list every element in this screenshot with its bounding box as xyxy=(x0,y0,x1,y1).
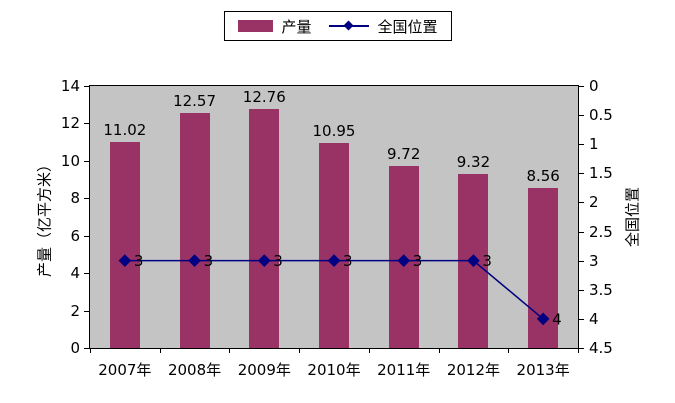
bar-value-label: 9.72 xyxy=(387,145,421,164)
bar xyxy=(109,141,140,348)
bar-value-label: 8.56 xyxy=(526,166,560,185)
line-point-marker xyxy=(188,254,201,268)
bar xyxy=(179,112,210,348)
left-axis-tick xyxy=(84,86,89,87)
right-axis-tick-label: 0.5 xyxy=(589,106,613,125)
diamond-marker-icon xyxy=(343,20,353,31)
right-axis-tick-label: 1.5 xyxy=(589,164,613,183)
line-point-label: 3 xyxy=(204,252,214,270)
x-axis-tick xyxy=(229,349,231,353)
right-axis-tick xyxy=(579,173,584,175)
line-point-marker xyxy=(327,254,341,268)
right-axis-tick xyxy=(579,231,584,233)
left-axis-tick-label: 10 xyxy=(60,151,80,170)
x-axis-category-label: 2009年 xyxy=(237,361,291,379)
right-axis-tick xyxy=(579,348,584,349)
left-axis-tick-label: 14 xyxy=(60,77,80,95)
right-axis-tick xyxy=(579,289,584,291)
bar-value-label: 12.76 xyxy=(242,88,286,107)
line-point-label: 4 xyxy=(552,310,562,328)
right-axis-tick xyxy=(579,144,584,146)
right-axis-tick-label: 3 xyxy=(589,251,599,270)
left-axis-tick xyxy=(84,310,89,312)
line-point-marker xyxy=(397,254,411,268)
x-axis-category-label: 2011年 xyxy=(377,361,431,379)
line-point-marker xyxy=(257,254,271,268)
right-axis-tick-label: 3.5 xyxy=(589,280,613,299)
line-point-label: 3 xyxy=(343,252,353,270)
left-axis-tick-label: 0 xyxy=(70,339,80,357)
x-axis-category-label: 2013年 xyxy=(516,361,570,379)
x-axis-category-label: 2010年 xyxy=(307,361,361,379)
left-axis-tick xyxy=(84,123,89,125)
left-axis-tick xyxy=(84,348,89,349)
bar-value-label: 9.32 xyxy=(456,152,491,171)
line-point-marker xyxy=(536,312,550,326)
legend: 产量 全国位置 xyxy=(223,11,452,41)
line-point-label: 3 xyxy=(413,252,423,270)
x-axis-category-label: 2007年 xyxy=(98,361,152,379)
right-axis-tick-label: 4 xyxy=(589,309,599,328)
left-axis-tick-label: 8 xyxy=(70,189,80,208)
line-point-label: 3 xyxy=(482,252,492,270)
left-axis-tick-label: 4 xyxy=(70,264,80,283)
line-series-path xyxy=(124,259,544,320)
right-axis-tick-label: 1 xyxy=(589,135,599,154)
legend-line-label: 全国位置 xyxy=(377,17,438,36)
left-axis-tick xyxy=(84,235,89,237)
line-point-label: 3 xyxy=(134,252,144,270)
right-axis-tick xyxy=(579,115,584,117)
right-axis-tick-label: 2 xyxy=(589,193,599,212)
left-axis-tick-label: 6 xyxy=(70,226,80,245)
x-axis-category-label: 2008年 xyxy=(167,361,222,379)
left-axis-tick xyxy=(84,198,89,200)
line-point-marker xyxy=(467,254,480,268)
bar-value-label: 12.57 xyxy=(173,91,217,110)
line-point-marker xyxy=(118,254,132,268)
legend-line-sample xyxy=(328,20,369,31)
x-axis-tick xyxy=(508,349,510,353)
line-series-svg: 3 3 3 3 3 3 4 xyxy=(118,252,562,328)
x-axis-tick xyxy=(578,349,579,353)
right-axis-tick-label: 2.5 xyxy=(589,222,613,241)
line-point-label: 3 xyxy=(273,252,283,270)
left-axis-title: 产量（亿平方米） xyxy=(35,156,54,278)
left-axis-tick-label: 12 xyxy=(60,114,80,133)
legend-bar-label: 产量 xyxy=(281,17,312,36)
right-axis-tick-label: 0 xyxy=(589,77,599,95)
x-axis-tick xyxy=(438,349,440,353)
right-axis-tick xyxy=(579,318,584,320)
bar xyxy=(249,109,280,348)
right-axis-tick xyxy=(579,260,584,262)
legend-bar-swatch xyxy=(237,20,273,32)
left-axis-tick xyxy=(84,160,89,162)
right-axis-tick-label: 4.5 xyxy=(589,339,613,357)
x-axis-tick xyxy=(368,349,370,353)
left-axis-tick xyxy=(84,273,89,275)
x-axis-category-label: 2012年 xyxy=(446,361,501,379)
x-axis-tick xyxy=(90,349,91,353)
x-axis-tick xyxy=(159,349,161,353)
left-axis-tick-label: 2 xyxy=(70,301,80,320)
x-axis-tick xyxy=(299,349,301,353)
bar-value-label: 11.02 xyxy=(103,120,147,139)
right-axis-tick xyxy=(579,86,584,87)
bar xyxy=(319,143,349,348)
right-axis-tick xyxy=(579,202,584,204)
bar-value-label: 10.95 xyxy=(312,122,356,141)
